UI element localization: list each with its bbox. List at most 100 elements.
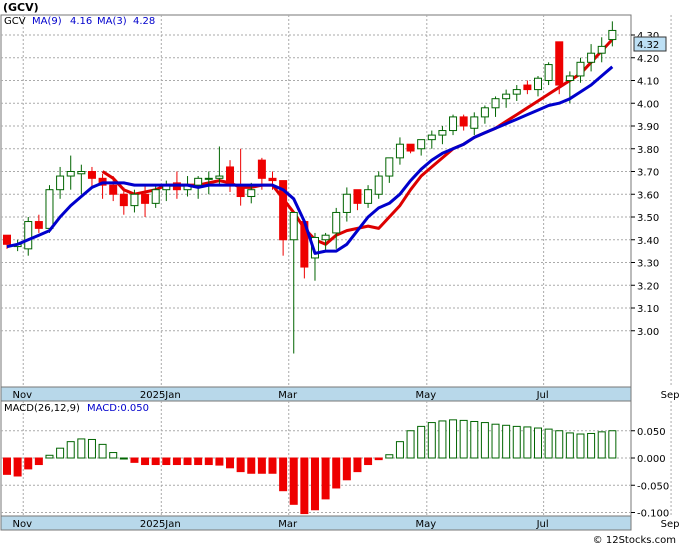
price-x-label: Sep	[661, 390, 680, 401]
candle-body	[247, 189, 256, 198]
macd-x-axis-band	[0, 515, 632, 531]
candle-body	[56, 175, 65, 191]
macd-bar	[87, 438, 96, 459]
candle-body	[321, 234, 330, 241]
macd-bar	[491, 423, 500, 459]
macd-bar	[565, 432, 574, 459]
macd-bar	[226, 457, 235, 469]
price-panel	[0, 14, 632, 388]
candle-body	[226, 166, 235, 186]
macd-bar	[300, 457, 309, 515]
watermark: © 12Stocks.com	[593, 535, 676, 546]
macd-bar	[172, 457, 181, 466]
candle-body	[502, 93, 511, 100]
macd-x-label: 2025Jan	[140, 519, 181, 530]
macd-bar	[353, 457, 362, 473]
last-price-value: 4.32	[637, 40, 659, 51]
macd-bar	[321, 457, 330, 500]
price-x-axis: Nov 2025Jan Mar May Jul Sep	[12, 390, 679, 401]
macd-bar	[130, 457, 139, 463]
macd-bar	[236, 457, 245, 473]
macd-bar	[597, 431, 606, 459]
price-y-tick-label: 4.00	[637, 99, 659, 110]
macd-bar	[183, 457, 192, 466]
price-y-axis: 4.304.204.104.003.903.803.703.603.503.40…	[631, 31, 659, 338]
candle-body	[491, 98, 500, 109]
macd-bar	[3, 457, 11, 475]
price-grid	[1, 15, 672, 387]
candle-body	[512, 89, 521, 95]
legend-ticker: GCV	[4, 16, 26, 27]
macd-bar	[119, 457, 128, 460]
candle-body	[77, 171, 86, 175]
price-x-label: Jul	[536, 390, 549, 401]
macd-bar	[98, 443, 107, 459]
macd-bar	[77, 438, 86, 459]
last-price-bg	[633, 36, 667, 52]
macd-x-label: Jul	[536, 519, 549, 530]
price-y-tick-label: 3.70	[637, 168, 659, 179]
candle-body	[342, 193, 351, 213]
macd-bar	[480, 422, 489, 459]
macd-y-tick-label: -0.100	[637, 509, 669, 520]
macd-bar	[438, 420, 447, 459]
macd-bar	[109, 452, 118, 459]
candle-body	[151, 189, 160, 204]
price-x-label: 2025Jan	[140, 390, 181, 401]
candle-body	[587, 52, 596, 63]
candle-body	[385, 157, 394, 177]
legend-ma9-label: MA(9)	[32, 16, 62, 27]
candle-body	[66, 171, 75, 177]
legend-ma3-label: MA(3)	[97, 16, 127, 27]
ma3-line	[6, 65, 614, 255]
macd-x-axis: Nov 2025Jan Mar May Jul Sep	[12, 519, 679, 530]
price-y-tick-label: 3.50	[637, 213, 659, 224]
macd-y-tick-label: -0.050	[637, 481, 669, 492]
price-y-tick-label: 3.20	[637, 281, 659, 292]
price-x-label: Mar	[278, 390, 298, 401]
candle-body	[406, 143, 415, 152]
candle-body	[332, 211, 341, 234]
candle-body	[565, 75, 574, 81]
macd-bar	[56, 447, 65, 459]
price-x-label: May	[415, 390, 436, 401]
macd-y-tick-label: 0.000	[637, 454, 666, 465]
price-y-tick-label: 4.10	[637, 77, 659, 88]
macd-bar	[608, 430, 617, 459]
candle-body	[310, 236, 319, 259]
macd-bar	[385, 454, 394, 459]
candle-body	[544, 64, 553, 81]
candle-body	[417, 139, 426, 150]
macd-y-tick-label: 0.050	[637, 427, 666, 438]
macd-bar	[470, 420, 479, 459]
macd-bar	[310, 457, 319, 511]
candle-body	[268, 177, 277, 182]
candle-body	[480, 107, 489, 118]
macd-bar	[555, 430, 564, 459]
macd-legend: MACD(26,12,9) MACD:0.050	[4, 403, 149, 414]
price-y-tick-label: 3.10	[637, 304, 659, 315]
macd-bar	[427, 422, 436, 459]
price-y-tick-label: 3.30	[637, 259, 659, 270]
candle-body	[459, 116, 468, 127]
macd-bar	[151, 457, 160, 466]
candle-body	[24, 221, 33, 250]
macd-bar	[406, 430, 415, 459]
candle-body	[3, 234, 11, 245]
candle-body	[597, 45, 606, 54]
macd-bar	[215, 457, 224, 466]
candle-body	[279, 180, 288, 241]
price-y-tick-label: 3.60	[637, 190, 659, 201]
macd-y-axis: 0.050 0.000 -0.050 -0.100	[631, 427, 669, 520]
macd-bar	[66, 441, 75, 459]
macd-bar	[459, 419, 468, 459]
macd-bar	[587, 432, 596, 459]
macd-bar	[523, 426, 532, 459]
candle-body	[608, 29, 617, 41]
price-y-tick-label: 3.80	[637, 145, 659, 156]
macd-bar	[449, 419, 458, 459]
macd-legend-params: MACD(26,12,9)	[4, 403, 80, 414]
macd-bar	[204, 457, 213, 466]
candle-body	[257, 159, 266, 179]
candle-body	[353, 189, 362, 204]
